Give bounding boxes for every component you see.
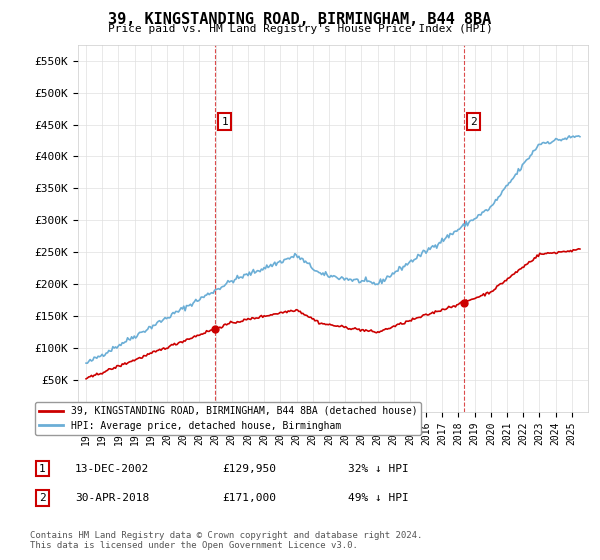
Text: 39, KINGSTANDING ROAD, BIRMINGHAM, B44 8BA: 39, KINGSTANDING ROAD, BIRMINGHAM, B44 8… (109, 12, 491, 27)
Text: 1: 1 (39, 464, 46, 474)
Text: 13-DEC-2002: 13-DEC-2002 (75, 464, 149, 474)
Text: £129,950: £129,950 (222, 464, 276, 474)
Text: 30-APR-2018: 30-APR-2018 (75, 493, 149, 503)
Legend: 39, KINGSTANDING ROAD, BIRMINGHAM, B44 8BA (detached house), HPI: Average price,: 39, KINGSTANDING ROAD, BIRMINGHAM, B44 8… (35, 402, 421, 435)
Text: Price paid vs. HM Land Registry's House Price Index (HPI): Price paid vs. HM Land Registry's House … (107, 24, 493, 34)
Text: 32% ↓ HPI: 32% ↓ HPI (348, 464, 409, 474)
Text: 2: 2 (470, 116, 477, 127)
Text: 49% ↓ HPI: 49% ↓ HPI (348, 493, 409, 503)
Text: 1: 1 (221, 116, 228, 127)
Text: Contains HM Land Registry data © Crown copyright and database right 2024.
This d: Contains HM Land Registry data © Crown c… (30, 530, 422, 550)
Text: 2: 2 (39, 493, 46, 503)
Text: £171,000: £171,000 (222, 493, 276, 503)
